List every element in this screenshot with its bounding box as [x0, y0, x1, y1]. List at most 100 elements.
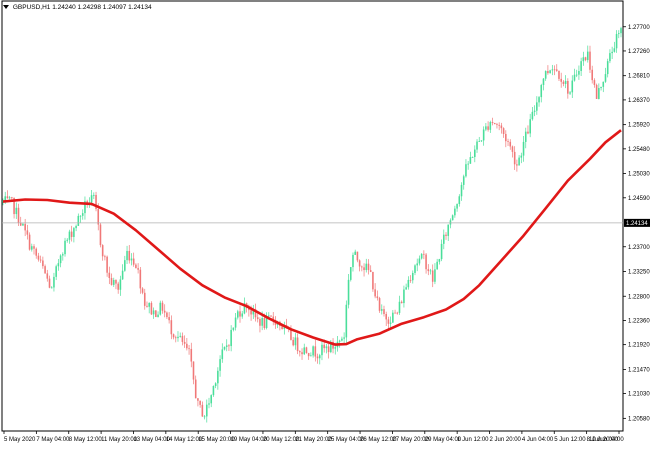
candle-body	[465, 164, 467, 177]
candle-body	[265, 316, 268, 329]
candle-body	[188, 348, 190, 350]
candle-body	[591, 69, 594, 81]
x-tick-label: 25 May 04:00	[328, 437, 365, 443]
candle-body	[423, 253, 425, 255]
y-tick-label: 1.25920	[628, 123, 650, 129]
candle-body	[405, 287, 407, 290]
candle-body	[256, 317, 259, 320]
candle-body	[303, 347, 306, 355]
candle-body	[214, 383, 217, 386]
candle-body	[143, 292, 146, 306]
candle-body	[462, 176, 465, 185]
candle-body	[449, 220, 452, 225]
y-tick-label: 1.21030	[628, 392, 650, 398]
candle-body	[234, 317, 237, 328]
candle-body	[480, 140, 483, 142]
candle-body	[197, 398, 199, 401]
candle-body	[356, 251, 359, 261]
x-tick-label: 4 Jun 04:00	[522, 437, 554, 443]
candle-body	[436, 261, 438, 270]
candle-body	[593, 80, 596, 85]
candle-body	[456, 204, 458, 209]
candle-body	[99, 224, 102, 246]
y-tick-label: 1.21470	[628, 367, 650, 373]
candle-body	[33, 246, 35, 249]
candle-body	[66, 239, 69, 241]
candle-body	[372, 271, 374, 290]
candle-body	[418, 258, 421, 264]
candle-body	[434, 269, 436, 282]
candle-body	[192, 361, 195, 380]
candle-body	[403, 289, 405, 304]
candle-body	[268, 315, 270, 317]
candle-body	[106, 256, 108, 273]
candle-body	[383, 309, 385, 314]
quote-values: 1.24240 1.24298 1.24097 1.24134	[52, 4, 152, 11]
candle-body	[374, 289, 376, 297]
candle-body	[250, 310, 252, 315]
y-tick-label: 1.25030	[628, 172, 650, 178]
symbol-dropdown-icon[interactable]	[3, 5, 9, 10]
candle-body	[551, 69, 554, 71]
candle-body	[589, 51, 591, 70]
candle-body	[248, 308, 250, 311]
candle-body	[17, 207, 20, 223]
candle-body	[290, 329, 292, 340]
y-tick-label: 1.27260	[628, 49, 650, 55]
candle-body	[349, 267, 352, 280]
candle-body	[223, 346, 226, 350]
candle-body	[569, 92, 571, 94]
candle-body	[6, 196, 9, 199]
y-tick-label: 1.26810	[628, 74, 650, 80]
candle-body	[190, 348, 193, 362]
candle-body	[210, 395, 213, 404]
candle-body	[124, 260, 126, 271]
y-tick-label: 1.26370	[628, 98, 650, 104]
candle-body	[254, 309, 257, 318]
candle-body	[325, 346, 328, 349]
candle-body	[469, 157, 472, 164]
candle-body	[318, 355, 321, 359]
candle-body	[471, 157, 474, 158]
candle-body	[500, 125, 503, 129]
candle-body	[555, 69, 558, 71]
candle-body	[438, 259, 441, 262]
candle-body	[90, 195, 93, 203]
candle-body	[296, 337, 299, 352]
x-tick-label: 7 May 04:00	[36, 437, 70, 443]
x-tick-label: 20 May 12:00	[263, 437, 300, 443]
candle-body	[157, 314, 159, 318]
x-tick-label: 19 May 04:00	[231, 437, 268, 443]
candle-body	[270, 315, 272, 317]
candle-body	[310, 355, 312, 357]
candle-body	[580, 61, 582, 71]
symbol-header: GBPUSD,H1 1.24240 1.24298 1.24097 1.2413…	[3, 4, 152, 11]
candle-body	[205, 404, 208, 417]
candle-body	[132, 258, 135, 265]
candle-body	[440, 243, 443, 260]
candle-body	[221, 349, 224, 360]
candle-body	[522, 141, 525, 156]
candle-body	[186, 343, 188, 349]
candle-body	[507, 141, 509, 142]
candle-body	[606, 61, 609, 75]
candle-body	[117, 283, 119, 290]
candle-body	[604, 74, 607, 82]
y-tick-label: 1.22360	[628, 318, 650, 324]
candle-body	[505, 133, 507, 142]
candle-body	[292, 339, 294, 346]
candle-body	[225, 345, 228, 347]
y-tick-label: 1.23700	[628, 245, 650, 251]
candle-body	[121, 270, 124, 280]
candle-body	[427, 269, 430, 272]
candle-body	[560, 78, 562, 82]
candle-body	[487, 126, 489, 130]
candle-body	[334, 347, 337, 349]
x-tick-label: 11 May 20:00	[101, 437, 138, 443]
candle-body	[70, 231, 73, 237]
candle-body	[174, 337, 177, 339]
candle-body	[376, 296, 379, 299]
candle-body	[558, 70, 560, 79]
candle-body	[540, 85, 543, 98]
